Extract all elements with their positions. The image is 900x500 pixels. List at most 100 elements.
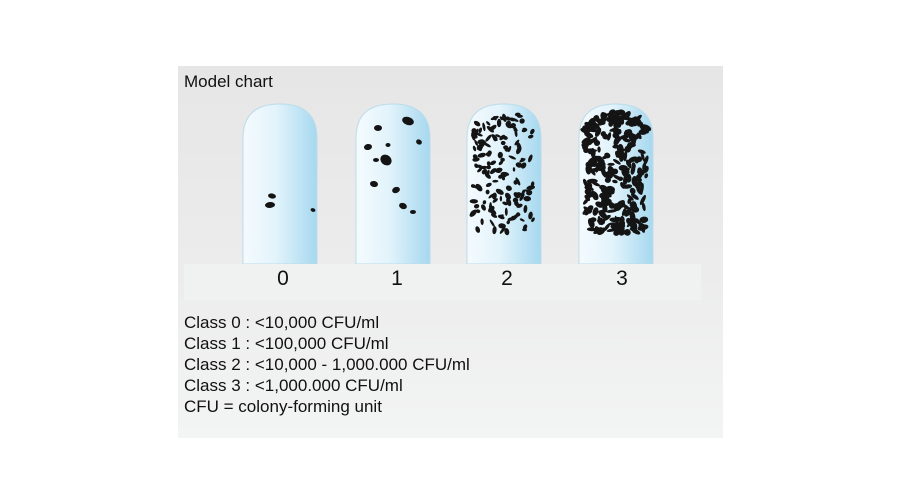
colony xyxy=(499,226,506,234)
colony xyxy=(523,205,528,213)
colony xyxy=(606,228,618,233)
colony xyxy=(486,161,491,166)
colony xyxy=(492,198,498,203)
colony xyxy=(640,150,645,162)
colony xyxy=(620,148,626,152)
colony xyxy=(621,112,627,117)
colony xyxy=(583,206,591,213)
colony xyxy=(486,121,491,126)
colony xyxy=(477,167,483,173)
colony xyxy=(629,201,637,208)
colony xyxy=(485,152,491,157)
class-legend: Class 0 : <10,000 CFU/ml Class 1 : <100,… xyxy=(184,312,470,417)
colony xyxy=(416,139,422,145)
tube-label-3: 3 xyxy=(616,267,628,290)
colony xyxy=(592,207,599,216)
colony xyxy=(504,207,508,216)
colony xyxy=(498,160,504,166)
colony xyxy=(618,230,627,235)
colony xyxy=(499,195,503,202)
colony xyxy=(629,187,636,195)
colony xyxy=(474,139,479,146)
colony xyxy=(582,198,589,205)
colony xyxy=(496,118,502,128)
colony xyxy=(492,179,499,183)
culture-tube-0 xyxy=(242,103,318,265)
colony xyxy=(626,160,633,165)
legend-class-3: Class 3 : <1,000.000 CFU/ml xyxy=(184,376,403,395)
colony xyxy=(608,120,614,127)
colony xyxy=(500,140,506,146)
colony xyxy=(607,132,612,141)
colony xyxy=(526,185,536,191)
colony xyxy=(469,209,477,217)
colony xyxy=(624,145,632,153)
colony xyxy=(639,216,649,224)
colony xyxy=(599,117,607,126)
legend-class-1: Class 1 : <100,000 CFU/ml xyxy=(184,334,389,353)
colony xyxy=(521,128,528,133)
colony xyxy=(591,181,601,187)
colony xyxy=(612,144,621,149)
colony xyxy=(485,134,492,142)
colony xyxy=(491,213,498,218)
colony xyxy=(604,177,611,183)
colony xyxy=(619,222,626,229)
colony xyxy=(495,134,501,138)
colony xyxy=(607,162,615,166)
colony xyxy=(589,149,597,153)
colony xyxy=(613,229,620,236)
colony xyxy=(643,124,649,134)
colony xyxy=(480,165,488,170)
colony xyxy=(631,176,638,187)
colony xyxy=(370,180,378,188)
colony xyxy=(495,170,501,173)
colony xyxy=(502,135,508,140)
colony xyxy=(631,120,638,127)
tube-labels-band xyxy=(184,264,701,300)
colony xyxy=(609,217,621,223)
colony xyxy=(492,137,498,142)
tube-label-2: 2 xyxy=(501,267,513,290)
colony xyxy=(504,228,510,236)
colony xyxy=(613,203,623,212)
colony xyxy=(478,127,483,134)
colony xyxy=(588,119,595,128)
colony xyxy=(621,169,630,179)
colony xyxy=(477,152,487,158)
colony xyxy=(506,123,514,129)
colony xyxy=(364,143,372,151)
colony xyxy=(500,157,505,162)
colony xyxy=(589,158,598,167)
colony xyxy=(527,134,534,139)
colony xyxy=(484,173,491,179)
colony xyxy=(522,228,527,232)
colony xyxy=(630,165,636,175)
tube-label-0: 0 xyxy=(277,267,289,290)
colony xyxy=(489,124,497,132)
colony xyxy=(584,131,594,139)
colony xyxy=(603,171,611,178)
colony xyxy=(475,226,481,233)
colony xyxy=(402,116,414,126)
colony xyxy=(399,202,407,210)
colony xyxy=(489,168,497,175)
colony xyxy=(392,186,400,194)
colony xyxy=(490,160,497,166)
colony xyxy=(593,155,602,161)
colony xyxy=(608,202,615,209)
colony xyxy=(602,194,610,201)
colony xyxy=(621,203,631,211)
colony xyxy=(265,201,275,209)
colony xyxy=(639,121,644,130)
colony xyxy=(612,179,618,184)
colony xyxy=(620,215,625,223)
colony xyxy=(481,204,486,211)
colony xyxy=(476,145,482,151)
colony xyxy=(497,151,503,159)
colony xyxy=(529,128,535,135)
colony xyxy=(520,192,525,197)
colony xyxy=(528,211,533,220)
colony xyxy=(515,162,523,168)
colony xyxy=(582,139,590,150)
